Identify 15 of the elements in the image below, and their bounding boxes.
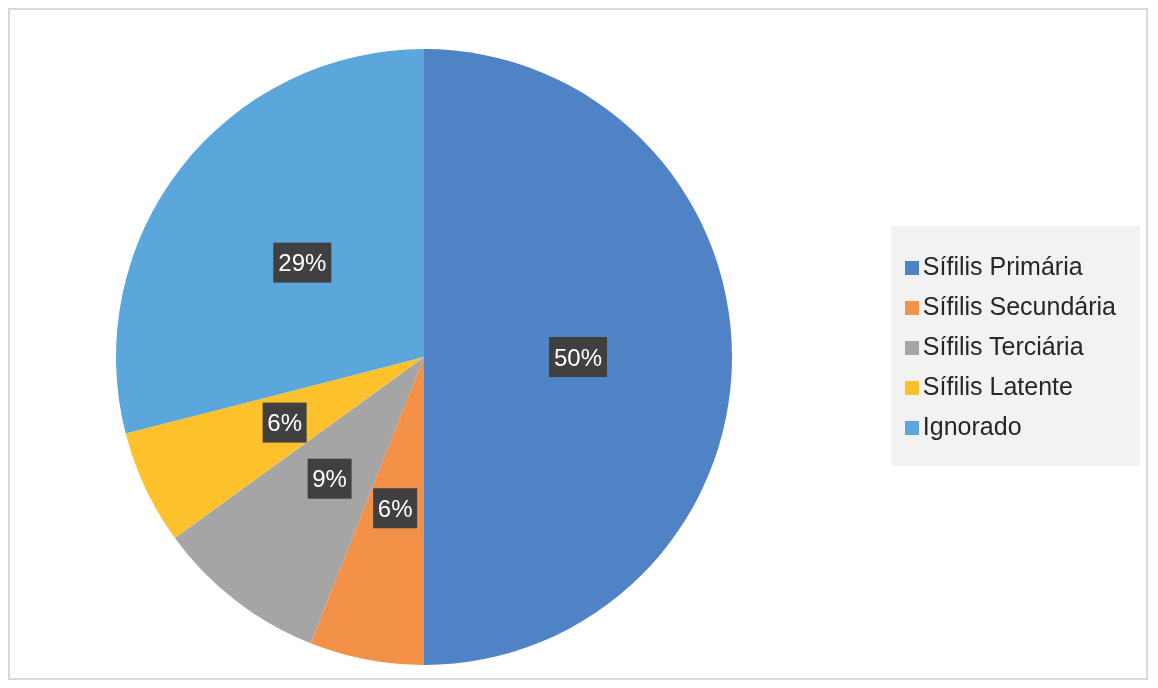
data-label: 6% <box>267 409 302 437</box>
data-label: 29% <box>278 249 327 277</box>
legend-label: Sífilis Latente <box>922 372 1073 400</box>
legend-label: Ignorado <box>922 412 1022 440</box>
pie-slice <box>310 357 424 665</box>
pie-slice <box>424 49 732 665</box>
legend-label: Sífilis Primária <box>922 252 1083 280</box>
data-label: 6% <box>377 494 413 522</box>
pie-slice <box>125 357 424 539</box>
pie-slice <box>116 49 424 434</box>
data-label: 9% <box>312 465 347 493</box>
legend-label: Sífilis Secundária <box>922 292 1116 320</box>
pie-slice <box>174 357 424 644</box>
data-label: 50% <box>553 343 603 371</box>
legend-label: Sífilis Terciária <box>922 332 1084 360</box>
